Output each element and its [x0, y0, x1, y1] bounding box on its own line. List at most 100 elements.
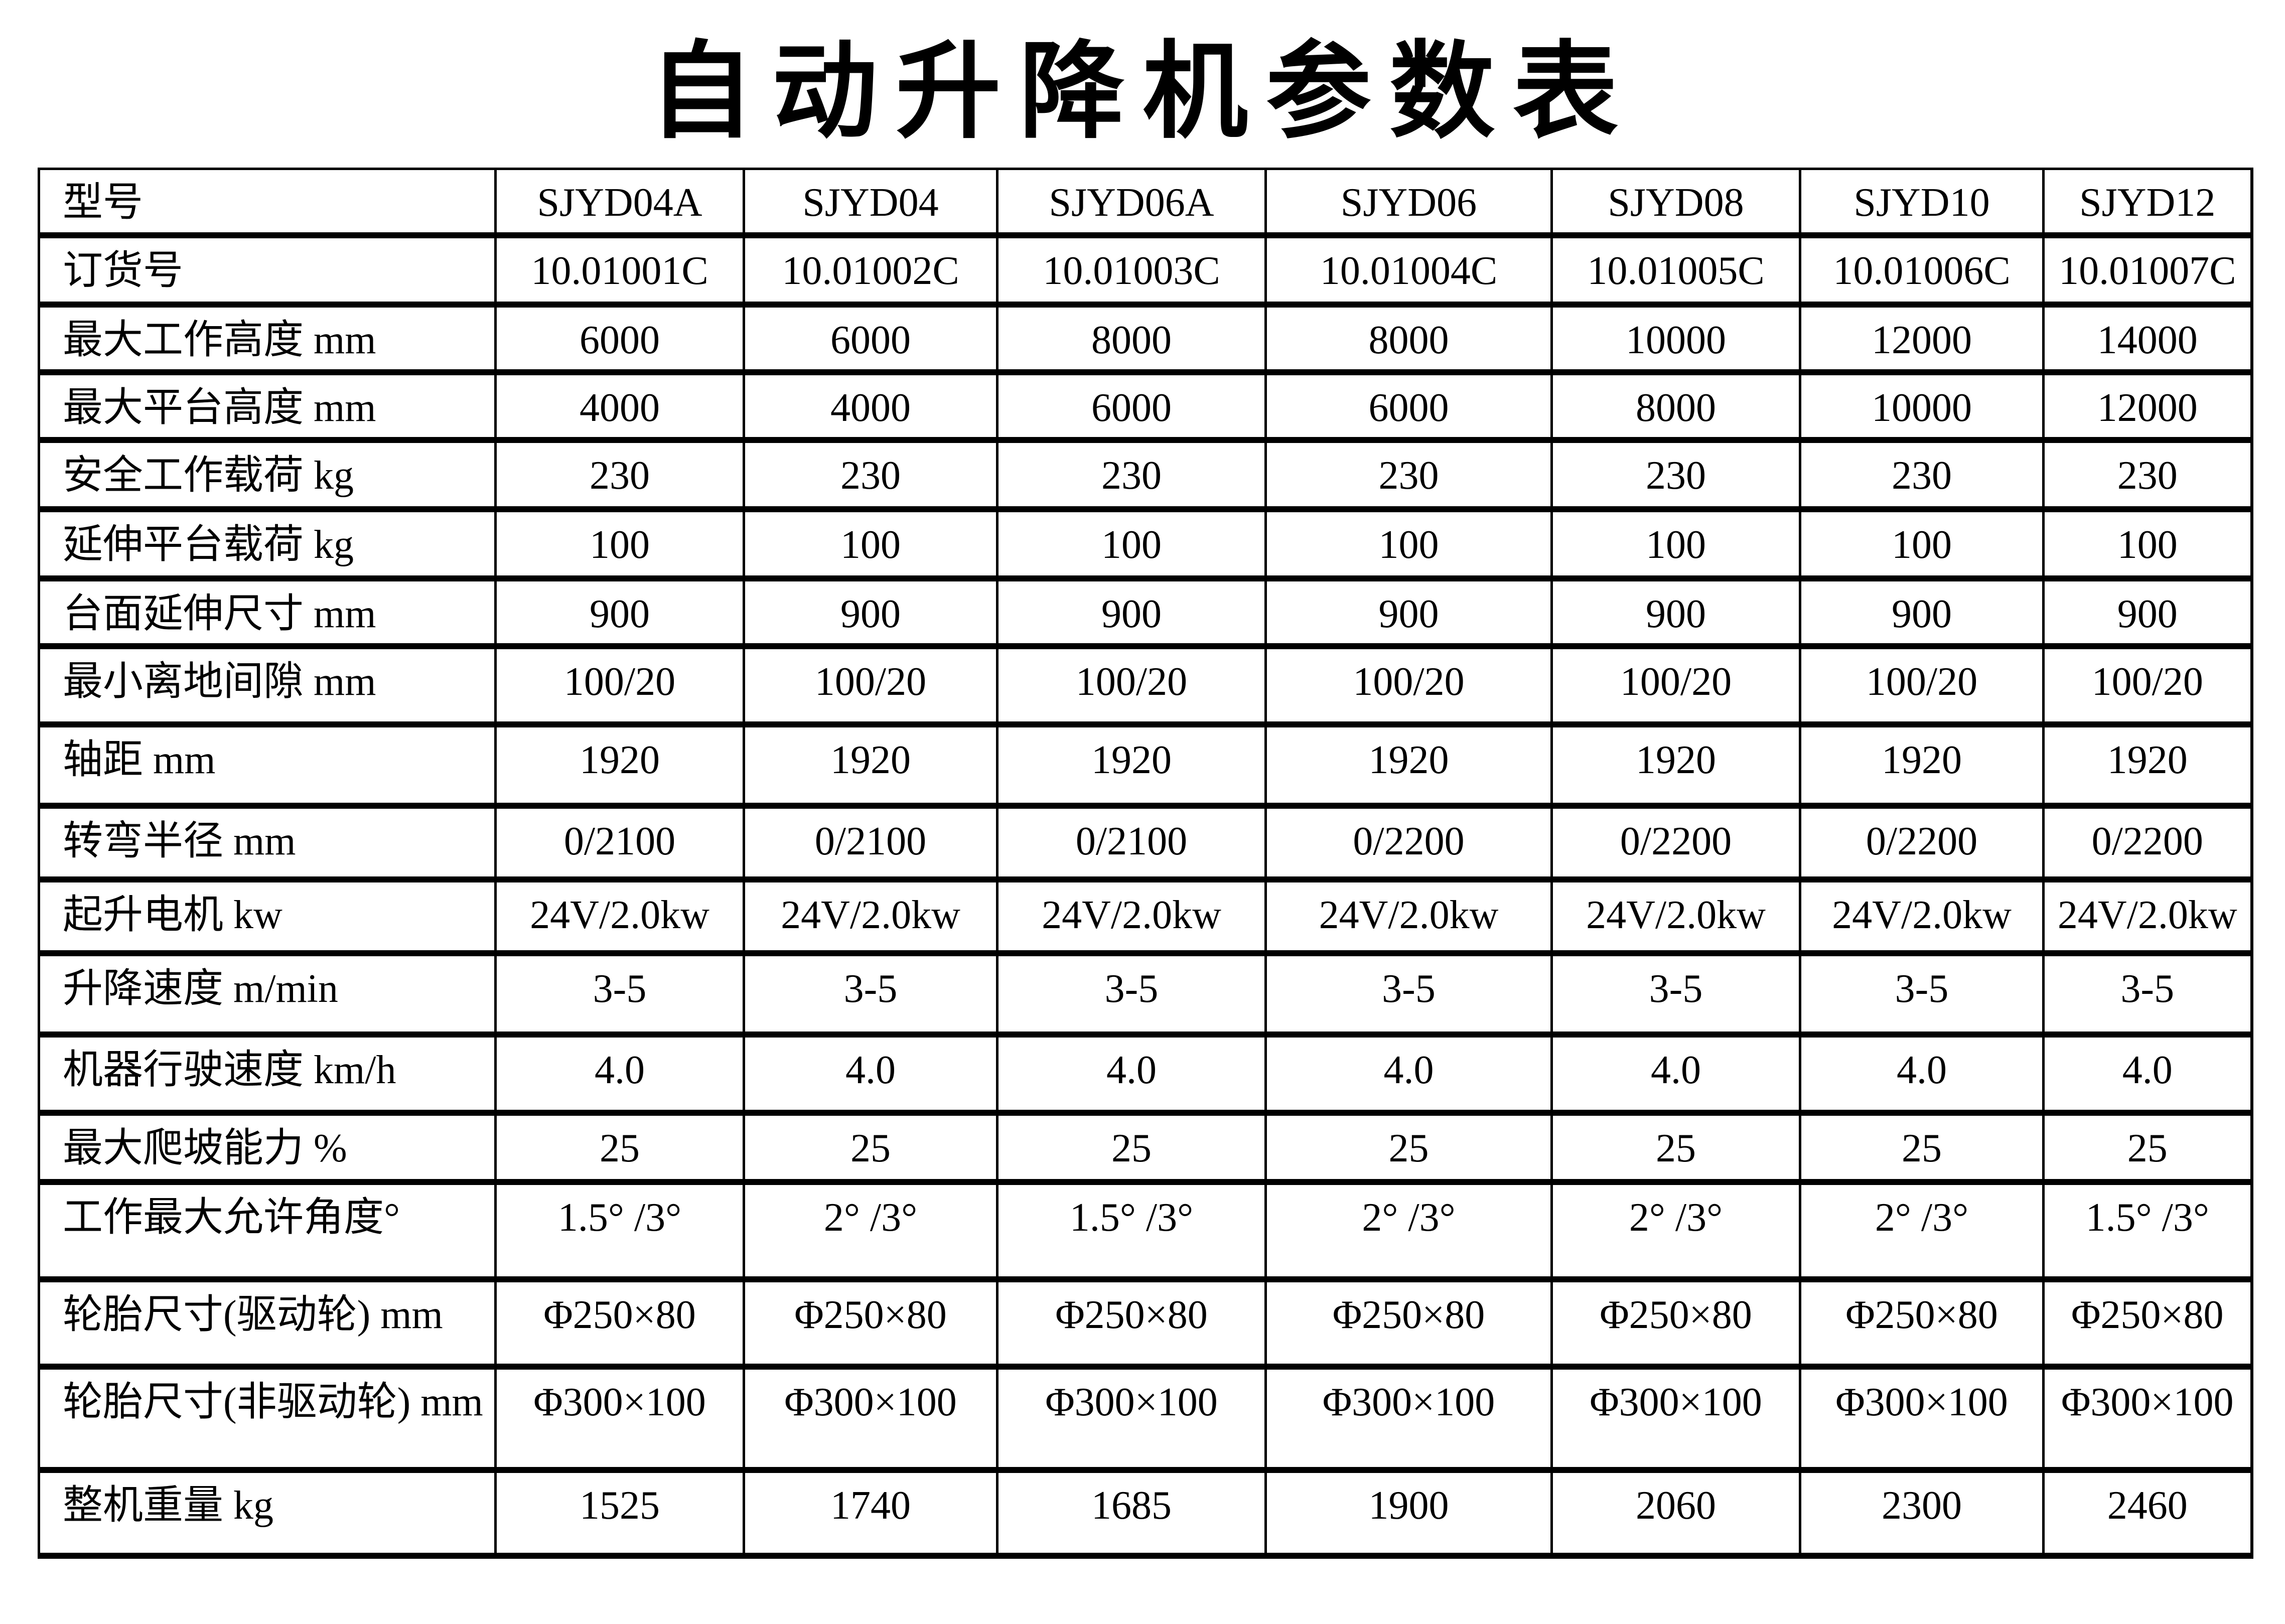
value-cell: 900 [494, 578, 744, 649]
value-cell: Φ250×80 [2042, 1279, 2252, 1370]
value-cell: 3-5 [494, 953, 744, 1038]
value-cell: Φ300×100 [1264, 1366, 1552, 1473]
value-cell: 1920 [1264, 724, 1552, 809]
value-cell: 10.01006C [1799, 235, 2044, 308]
value-cell: 0/2200 [1264, 805, 1552, 882]
value-cell: 6000 [494, 304, 744, 375]
value-cell: 25 [1550, 1112, 1800, 1185]
value-cell: 100 [1550, 509, 1800, 581]
value-cell: 230 [2042, 439, 2252, 512]
value-cell: Φ250×80 [1550, 1279, 1800, 1370]
value-cell: 10000 [1799, 372, 2044, 443]
value-cell: 3-5 [743, 953, 997, 1038]
value-cell: 4.0 [1264, 1034, 1552, 1116]
value-cell: 10.01002C [743, 235, 997, 308]
value-cell: 3-5 [1799, 953, 2044, 1038]
table-row: 安全工作载荷 kg 230 230 230 230 230 230 230 [38, 439, 2252, 512]
value-cell: Φ250×80 [1264, 1279, 1552, 1370]
value-cell: 100 [2042, 509, 2252, 581]
row-label: 转弯半径 mm [38, 805, 496, 882]
table-row: 起升电机 kw 24V/2.0kw 24V/2.0kw 24V/2.0kw 24V/2.… [38, 879, 2252, 956]
value-cell: 10.01005C [1550, 235, 1800, 308]
value-cell: 0/2200 [1550, 805, 1800, 882]
value-cell: 10.01007C [2042, 235, 2252, 308]
value-cell: 230 [1550, 439, 1800, 512]
value-cell: 25 [1264, 1112, 1552, 1185]
row-label: 订货号 [38, 235, 496, 308]
value-cell: 12000 [2042, 372, 2252, 443]
value-cell: 1920 [2042, 724, 2252, 809]
value-cell: 100 [996, 509, 1266, 581]
row-label: 安全工作载荷 kg [38, 439, 496, 512]
value-cell: Φ250×80 [494, 1279, 744, 1370]
corner-label: 型号 [38, 169, 496, 238]
value-cell: 1525 [494, 1469, 744, 1559]
column-header: SJYD04 [743, 169, 997, 238]
value-cell: 1920 [743, 724, 997, 809]
value-cell: 10.01003C [996, 235, 1266, 308]
value-cell: 230 [996, 439, 1266, 512]
value-cell: 1.5° /3° [494, 1182, 744, 1282]
value-cell: 1685 [996, 1469, 1266, 1559]
row-label: 整机重量 kg [38, 1469, 496, 1559]
column-header: SJYD06A [996, 169, 1266, 238]
value-cell: Φ250×80 [743, 1279, 997, 1370]
row-label: 轴距 mm [38, 724, 496, 809]
value-cell: 14000 [2042, 304, 2252, 375]
table-row: 最小离地间隙 mm 100/20 100/20 100/20 100/20 100/20 1… [38, 646, 2252, 727]
value-cell: 8000 [1264, 304, 1552, 375]
value-cell: 3-5 [1550, 953, 1800, 1038]
table-row: 最大工作高度 mm 6000 6000 8000 8000 10000 12000 14000 [38, 304, 2252, 375]
value-cell: Φ300×100 [743, 1366, 997, 1473]
value-cell: 2° /3° [1264, 1182, 1552, 1282]
value-cell: 0/2100 [996, 805, 1266, 882]
row-label: 台面延伸尺寸 mm [38, 578, 496, 649]
value-cell: 100 [1264, 509, 1552, 581]
column-header: SJYD10 [1799, 169, 2044, 238]
row-label: 轮胎尺寸(驱动轮) mm [38, 1279, 496, 1370]
value-cell: 4000 [494, 372, 744, 443]
value-cell: 100/20 [1550, 646, 1800, 727]
value-cell: 100/20 [996, 646, 1266, 727]
value-cell: 6000 [1264, 372, 1552, 443]
value-cell: 2300 [1799, 1469, 2044, 1559]
value-cell: 1.5° /3° [2042, 1182, 2252, 1282]
table-row: 轮胎尺寸(非驱动轮) mm Φ300×100 Φ300×100 Φ300×100 Φ30… [38, 1366, 2252, 1473]
value-cell: 6000 [996, 372, 1266, 443]
value-cell: 900 [743, 578, 997, 649]
value-cell: 230 [743, 439, 997, 512]
value-cell: 4.0 [996, 1034, 1266, 1116]
table-row: 机器行驶速度 km/h 4.0 4.0 4.0 4.0 4.0 4.0 4.0 [38, 1034, 2252, 1116]
value-cell: 2° /3° [1550, 1182, 1800, 1282]
value-cell: 100 [494, 509, 744, 581]
value-cell: 0/2200 [2042, 805, 2252, 882]
row-label: 工作最大允许角度° [38, 1182, 496, 1282]
spec-sheet-page: 自动升降机参数表 型号 SJYD04A SJYD04 SJYD06A SJYD0… [0, 39, 2285, 1559]
value-cell: 8000 [1550, 372, 1800, 443]
value-cell: 10.01001C [494, 235, 744, 308]
row-label: 起升电机 kw [38, 879, 496, 956]
table-row: 订货号 10.01001C 10.01002C 10.01003C 10.01004C 1… [38, 235, 2252, 308]
value-cell: Φ250×80 [1799, 1279, 2044, 1370]
value-cell: 900 [2042, 578, 2252, 649]
value-cell: 4.0 [2042, 1034, 2252, 1116]
row-label: 轮胎尺寸(非驱动轮) mm [38, 1366, 496, 1473]
table-row-header: 型号 SJYD04A SJYD04 SJYD06A SJYD06 SJYD08 … [38, 169, 2252, 238]
value-cell: 100/20 [743, 646, 997, 727]
value-cell: 2° /3° [1799, 1182, 2044, 1282]
value-cell: 4.0 [743, 1034, 997, 1116]
value-cell: 25 [1799, 1112, 2044, 1185]
value-cell: 4.0 [494, 1034, 744, 1116]
value-cell: 24V/2.0kw [1550, 879, 1800, 956]
value-cell: 1740 [743, 1469, 997, 1559]
row-label: 延伸平台载荷 kg [38, 509, 496, 581]
value-cell: 25 [494, 1112, 744, 1185]
value-cell: 25 [2042, 1112, 2252, 1185]
value-cell: 24V/2.0kw [743, 879, 997, 956]
value-cell: 4.0 [1799, 1034, 2044, 1116]
value-cell: 3-5 [1264, 953, 1552, 1038]
value-cell: 1.5° /3° [996, 1182, 1266, 1282]
page-title: 自动升降机参数表 [648, 33, 1636, 151]
value-cell: 4000 [743, 372, 997, 443]
value-cell: 3-5 [996, 953, 1266, 1038]
